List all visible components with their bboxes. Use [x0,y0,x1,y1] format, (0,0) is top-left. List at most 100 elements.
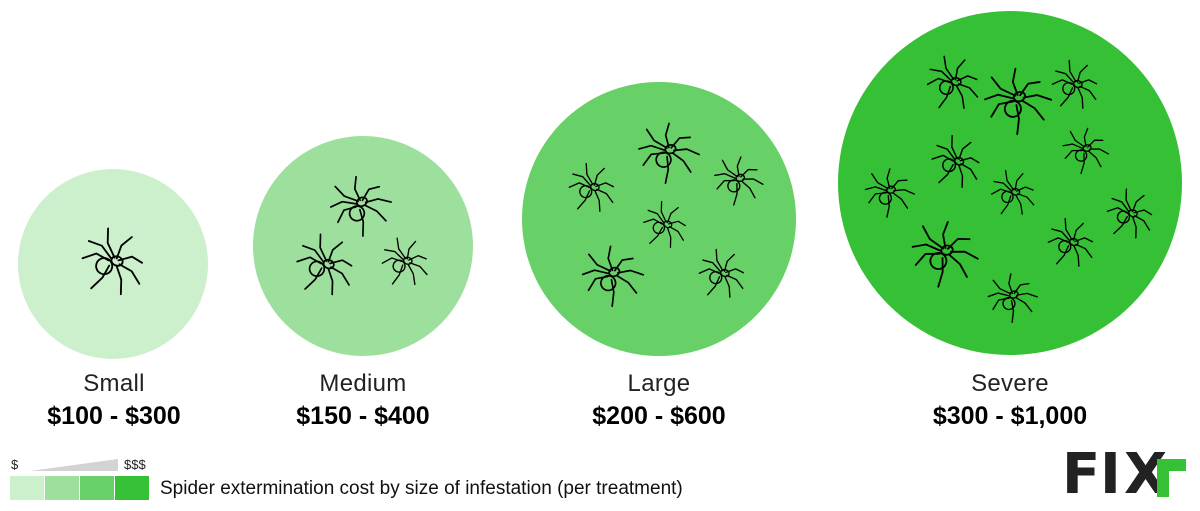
spider-leg [1051,228,1071,242]
spider-leg [1059,87,1074,107]
spider-leg [1004,169,1015,191]
spider-icon-severe-4 [1062,127,1110,175]
price-large: $200 - $600 [592,402,726,430]
spider-leg [588,253,612,272]
spider-leg [1064,217,1073,241]
spider-icon-severe-9 [911,221,979,288]
spider-leg [1079,85,1097,101]
spider-leg [956,75,978,82]
spider-icon-medium-3 [381,237,428,286]
spider-leg [991,188,1011,195]
spider-leg [959,157,980,164]
spider-leg [1087,150,1102,168]
spider-leg [407,263,416,286]
legend-swatch-small [10,476,44,500]
spider-leg [893,189,915,195]
spider-icon-severe-10 [1047,217,1094,267]
spider-leg [714,173,737,180]
spider-leg [1075,243,1093,259]
spider-leg [118,263,141,285]
spider-leg [1055,70,1075,84]
spider-leg [361,185,381,202]
spider-leg [1072,222,1084,241]
spider-leg [868,192,887,204]
spider-leg [1134,215,1151,231]
spider-leg [936,144,956,161]
spider-leg [381,257,403,264]
spider-leg [327,267,334,296]
spider-icon-medium-2 [296,233,353,296]
spider-leg [1047,237,1069,243]
spider-leg [726,274,744,290]
spider-leg [607,245,614,272]
spider-leg [1080,152,1085,175]
spider-leg [886,168,891,189]
spider-leg [337,205,358,224]
legend-max-label: $$$ [124,457,146,472]
spider-leg [723,253,735,272]
spider-leg [638,144,667,152]
spider-leg [1131,216,1137,239]
legend-swatch-large [80,476,114,500]
spider-leg [1133,209,1153,216]
spider-leg [1069,130,1086,148]
bubble-chart [18,11,1182,359]
spider-leg [384,249,405,261]
spider-leg [596,188,614,204]
logo-mark [1157,459,1186,497]
spider-leg [391,264,404,285]
spider-leg [926,77,951,86]
spider-leg [938,85,952,109]
spider-leg [892,192,909,209]
label-medium: Medium [319,370,407,397]
spider-leg [1015,194,1023,215]
spider-leg [643,218,663,225]
spider-leg [670,136,692,149]
spider-leg [408,255,427,261]
spider-leg [329,259,353,267]
spider-leg [984,93,1015,101]
spider-icon-severe-5 [931,134,980,188]
spider-leg [1064,149,1083,159]
spider-leg [1089,148,1110,155]
legend-caption: Spider extermination cost by size of inf… [160,478,683,499]
spider-icon-large-3 [714,156,764,206]
spider-leg [931,154,954,162]
spider-leg [1077,86,1084,109]
spider-leg [406,240,417,260]
spider-leg [396,237,407,260]
spider-leg [990,100,1014,118]
spider-leg [572,173,592,187]
spider-leg [992,279,1012,295]
legend-cost-wedge [30,459,118,471]
spider-leg [581,269,611,276]
spider-leg [987,292,1011,298]
spider-leg [1019,80,1041,97]
spider-leg [715,248,724,272]
spider-leg [1015,186,1034,192]
spider-icon-severe-3 [1051,59,1098,109]
spider-leg [1125,188,1132,212]
spider-leg [1015,104,1020,136]
spider-leg [329,200,359,208]
spider-icon-large-5 [581,245,645,308]
spider-leg [733,182,738,206]
spider-leg [645,128,668,149]
spider-icon-severe-6 [864,168,915,218]
logo-letter-f: F [1062,442,1101,507]
spider-leg [409,262,428,276]
spider-leg [702,259,722,273]
spider-leg [716,179,736,190]
spider-leg [115,264,123,296]
spider-leg [954,59,966,81]
bubble-large [522,82,796,356]
legend-swatch-severe [115,476,149,500]
spider-leg [948,253,968,278]
spider-leg [666,207,679,224]
spider-leg [302,244,325,264]
spider-leg [359,208,365,237]
spider-leg [949,250,979,260]
spider-leg [993,180,1013,192]
spider-leg [115,236,133,260]
